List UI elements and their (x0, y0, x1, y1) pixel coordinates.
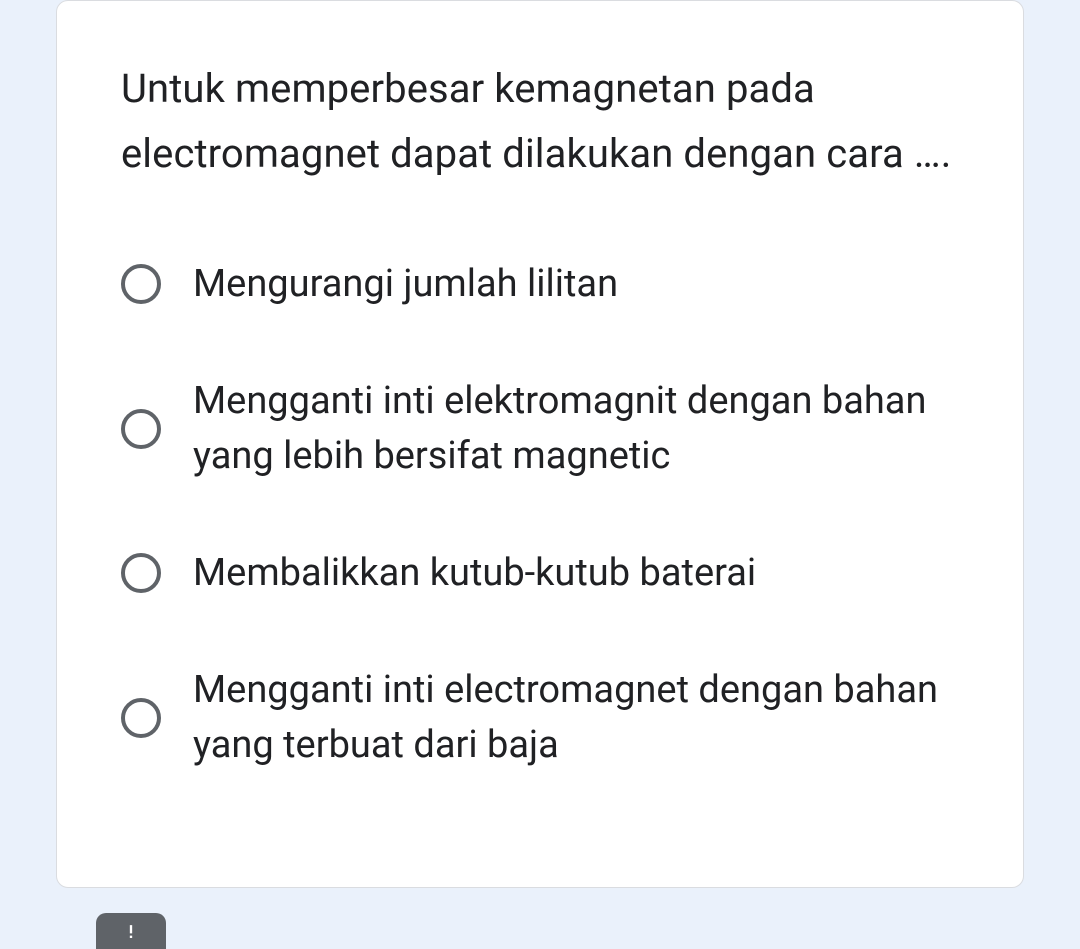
options-list: Mengurangi jumlah lilitan Mengganti inti… (121, 257, 967, 774)
option-label: Mengganti inti elektromagnit dengan baha… (193, 374, 967, 484)
option-3[interactable]: Mengganti inti electromagnet dengan baha… (121, 663, 967, 773)
option-2[interactable]: Membalikkan kutub-kutub baterai (121, 546, 967, 601)
radio-icon[interactable] (121, 553, 161, 593)
radio-icon[interactable] (121, 409, 161, 449)
question-text: Untuk memperbesar kemagnetan pada electr… (121, 57, 967, 187)
option-label: Mengurangi jumlah lilitan (193, 257, 618, 312)
option-label: Membalikkan kutub-kutub baterai (193, 546, 756, 601)
alert-icon (117, 917, 145, 945)
option-0[interactable]: Mengurangi jumlah lilitan (121, 257, 967, 312)
radio-icon[interactable] (121, 698, 161, 738)
question-card: Untuk memperbesar kemagnetan pada electr… (56, 0, 1024, 888)
radio-icon[interactable] (121, 264, 161, 304)
option-label: Mengganti inti electromagnet dengan baha… (193, 663, 967, 773)
option-1[interactable]: Mengganti inti elektromagnit dengan baha… (121, 374, 967, 484)
report-problem-button[interactable] (96, 913, 166, 949)
